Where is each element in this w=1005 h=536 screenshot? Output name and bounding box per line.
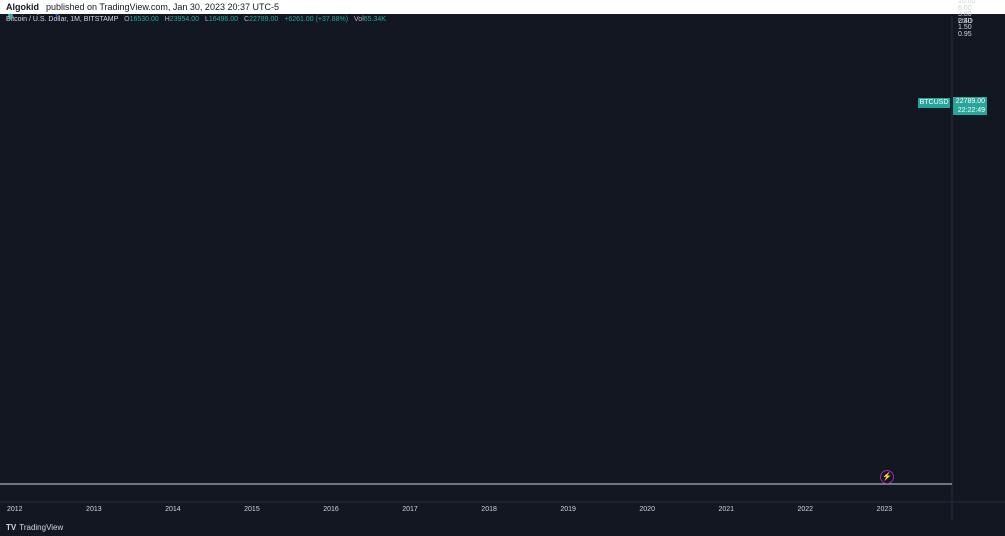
time-tick-label: 2015	[244, 506, 260, 513]
time-tick-label: 2020	[639, 506, 655, 513]
price-tick-label: 6.00	[958, 4, 972, 12]
signal-markers-layer: ↑↧↑↑↧↑↧↧↑↑↧↧↑↑↧	[53, 14, 61, 22]
price-tick-label: 10.00	[958, 0, 976, 5]
open-label: O	[124, 16, 130, 23]
time-tick-label: 2023	[876, 506, 893, 513]
axes-layer	[0, 16, 1005, 520]
close-label: C	[244, 16, 250, 23]
time-tick-label: 2018	[481, 506, 497, 513]
price-tick-label: 2.40	[958, 17, 972, 25]
time-tick-label: 2013	[86, 506, 102, 513]
price-chart[interactable]: ↑↧↑↑↧↑↧↧↑↑↧↧↑↑↧	[0, 14, 1005, 520]
price-tick-label: 0.95	[958, 30, 972, 38]
candles-layer	[7, 14, 25, 20]
publication-bar: Algokid published on TradingView.com, Ja…	[0, 0, 1005, 14]
symbol-price-tag: BTCUSD	[918, 98, 950, 108]
price-axis-unit: USD	[958, 18, 973, 25]
low-value: 16496.00	[208, 16, 239, 23]
high-label: H	[164, 16, 170, 23]
candle-body	[7, 14, 13, 18]
time-tick-label: 2022	[797, 506, 814, 513]
time-tick-label: 2019	[560, 506, 576, 513]
volume-value: 65.34K	[363, 16, 386, 23]
lightning-icon[interactable]: ⚡	[880, 470, 894, 484]
last-price-value: 22789.00	[955, 98, 985, 105]
low-label: L	[204, 16, 209, 23]
tradingview-logo[interactable]: TV TradingView	[6, 523, 63, 532]
published-text: published on TradingView.com, Jan 30, 20…	[46, 2, 279, 12]
bar-countdown: 22:22:49	[957, 107, 985, 114]
time-tick-label: 2012	[7, 506, 23, 513]
close-value: 22789.00	[249, 16, 279, 23]
change-value: +6261.00 (+37.88%)	[284, 16, 349, 23]
price-tick-label: 3.80	[958, 11, 972, 19]
volume-label: Vol	[354, 16, 364, 23]
time-tick-label: 2021	[718, 506, 735, 513]
price-tick-label: 1.50	[958, 24, 972, 32]
buy-arrow-icon: ↑	[53, 14, 61, 22]
time-tick-label: 2017	[402, 506, 418, 513]
tv-logo-icon: TV	[6, 523, 17, 532]
time-tick-label: 2016	[323, 506, 339, 513]
symbol-title: Bitcoin / U.S. Dollar, 1M, BITSTAMP	[6, 16, 119, 23]
last-price-tag: 22789.00 22:22:49	[953, 97, 987, 115]
candle	[7, 14, 13, 20]
high-value: 23954.00	[169, 16, 199, 23]
tradingview-brand: TradingView	[19, 523, 64, 532]
author-name: Algokid	[6, 2, 39, 12]
time-tick-label: 2014	[165, 506, 181, 513]
chart-legend: Bitcoin / U.S. Dollar, 1M, BITSTAMP O165…	[6, 16, 386, 23]
footer	[0, 520, 1005, 536]
open-value: 16530.00	[129, 16, 159, 23]
